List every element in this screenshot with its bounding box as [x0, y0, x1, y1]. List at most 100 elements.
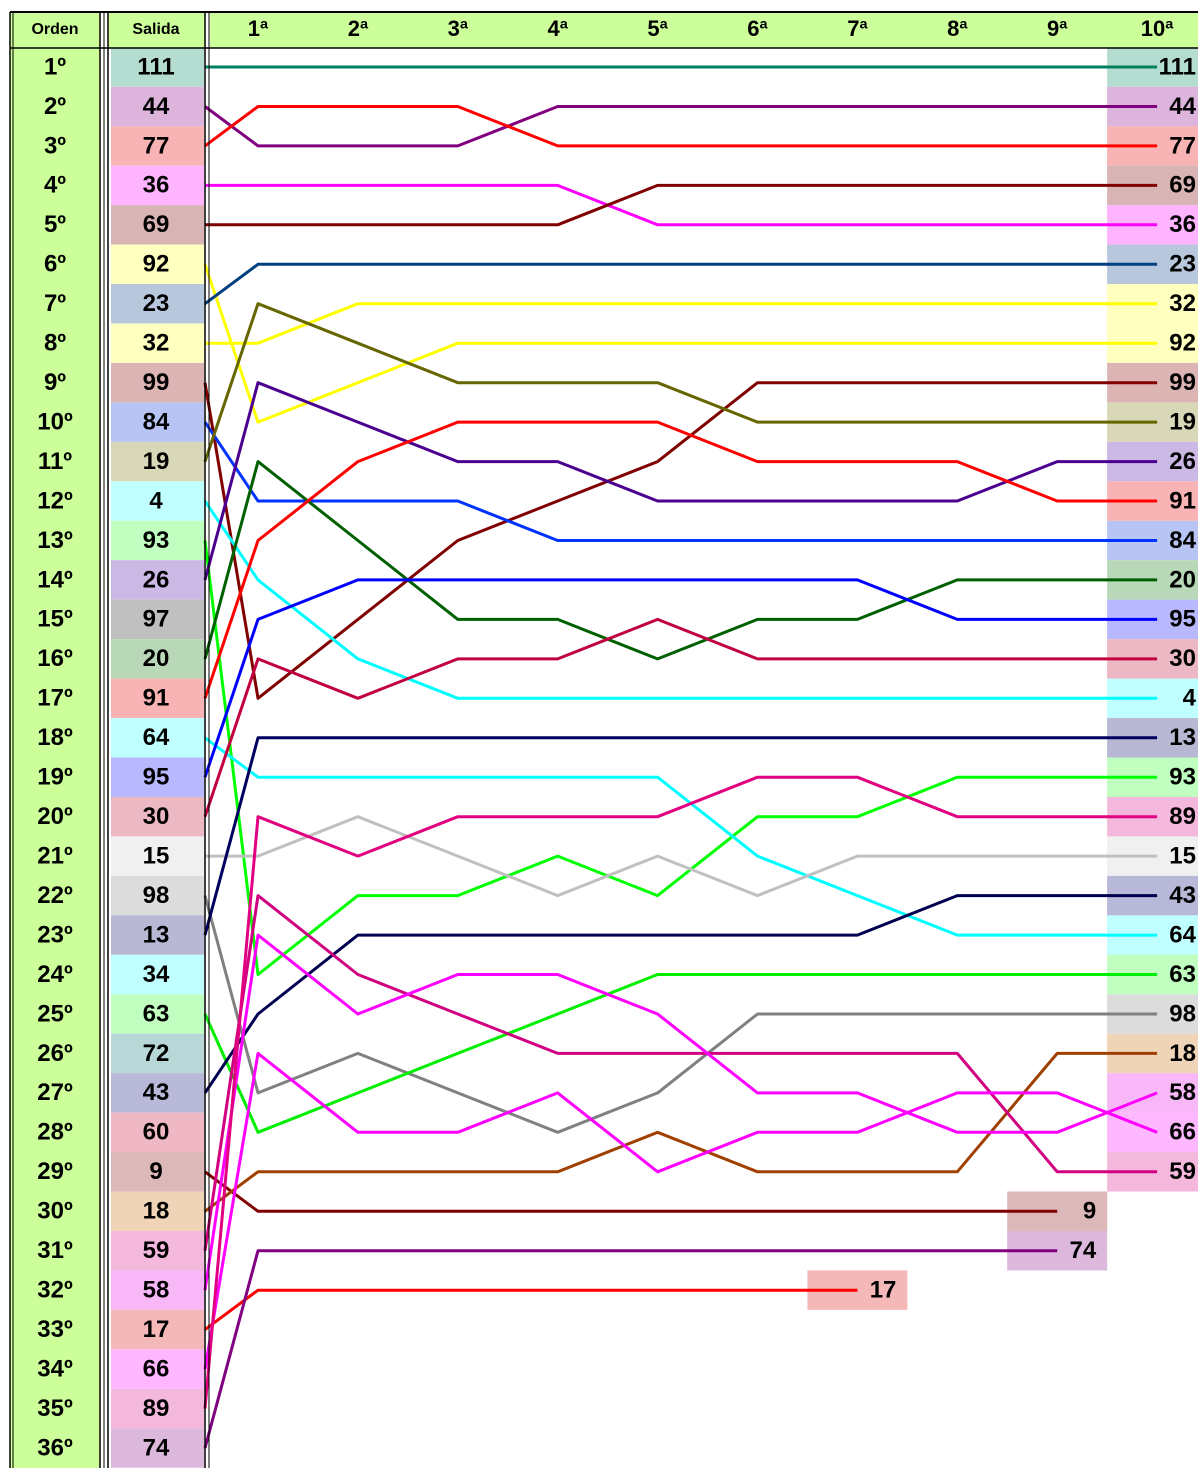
column-header: 9ª [1047, 16, 1068, 41]
rank-line [203, 895, 1158, 1134]
start-cell [111, 1270, 204, 1310]
rank-label: 14º [37, 566, 73, 593]
end-label: 13 [1169, 724, 1196, 751]
rank-label: 10º [37, 408, 73, 435]
column-header: 6ª [747, 16, 768, 41]
end-label: 74 [1069, 1237, 1096, 1264]
rank-label: 32º [37, 1277, 73, 1304]
end-label: 58 [1169, 1079, 1196, 1106]
rank-line [203, 775, 1158, 1409]
end-label: 32 [1169, 290, 1196, 317]
start-label: 43 [143, 1079, 170, 1106]
start-label: 97 [143, 606, 170, 633]
start-label: 4 [149, 487, 163, 514]
end-label: 89 [1169, 803, 1196, 830]
start-label: 17 [143, 1316, 170, 1343]
rank-line [203, 578, 1158, 778]
start-cell [111, 757, 204, 797]
start-label: 59 [143, 1237, 170, 1264]
rank-label: 29º [37, 1158, 73, 1185]
rank-label: 3º [44, 132, 66, 159]
rank-line [204, 1170, 1058, 1213]
column-header: 2ª [348, 16, 369, 41]
rank-line [203, 263, 1158, 424]
rank-line [203, 500, 1158, 700]
rank-line [205, 183, 1158, 227]
end-label: 9 [1083, 1198, 1096, 1225]
rank-line [203, 460, 1158, 661]
start-label: 34 [143, 961, 170, 988]
start-header-bg [108, 12, 205, 48]
column-header: 8ª [947, 16, 968, 41]
borders [9, 11, 1198, 1468]
start-cell [111, 1388, 204, 1429]
rank-label: 24º [37, 961, 73, 988]
start-cell [111, 639, 204, 679]
end-label: 91 [1169, 487, 1196, 514]
end-label: 92 [1169, 330, 1196, 357]
start-cell [111, 284, 204, 324]
end-label: 93 [1169, 764, 1196, 791]
start-label: 13 [143, 921, 170, 948]
start-cell [111, 718, 204, 758]
rank-label: 5º [44, 211, 66, 238]
start-label: 72 [143, 1040, 170, 1067]
rank-line [203, 381, 1158, 700]
rank-label: 15º [37, 606, 73, 633]
column-header: 1ª [248, 16, 269, 41]
rank-line [203, 1051, 1158, 1370]
rank-line [203, 1249, 1058, 1449]
start-cell [111, 836, 204, 876]
rank-line [203, 933, 1158, 1291]
round-header-bg [210, 12, 1198, 48]
start-label: 44 [143, 93, 170, 120]
rank-line [204, 105, 1158, 148]
rank-line [203, 421, 1158, 542]
end-label: 44 [1169, 93, 1196, 120]
rank-label: 26º [37, 1040, 73, 1067]
start-cell [111, 520, 204, 561]
rank-line [203, 617, 1158, 818]
start-label: 20 [143, 645, 170, 672]
start-label: 111 [137, 53, 174, 80]
rank-label: 7º [44, 290, 66, 317]
end-label: 19 [1169, 408, 1196, 435]
start-cell [111, 796, 204, 837]
start-label: 36 [143, 172, 170, 199]
end-label: 95 [1169, 606, 1196, 633]
end-label: 43 [1169, 882, 1196, 909]
end-label: 59 [1169, 1158, 1196, 1185]
start-label: 95 [143, 764, 170, 791]
rank-label: 20º [37, 803, 73, 830]
rank-label: 8º [44, 330, 66, 357]
column-header: 5ª [647, 16, 668, 41]
column-header: 7ª [847, 16, 868, 41]
end-label: 30 [1169, 645, 1196, 672]
rank-label: 22º [37, 882, 73, 909]
end-label: 77 [1169, 132, 1196, 159]
start-cell [111, 244, 204, 285]
column-header: 4ª [548, 16, 569, 41]
start-cell [111, 1428, 204, 1468]
start-label: 66 [143, 1355, 170, 1382]
rank-column [10, 12, 100, 1468]
start-label: 60 [143, 1119, 170, 1146]
rank-line [203, 381, 1158, 581]
start-label: 77 [143, 132, 170, 159]
rank-label: 9º [44, 369, 66, 396]
start-cell [111, 126, 204, 166]
end-label: 69 [1169, 172, 1196, 199]
start-label: 23 [143, 290, 170, 317]
end-label: 36 [1169, 211, 1196, 238]
rank-label: 18º [37, 724, 73, 751]
rank-label: 31º [37, 1237, 73, 1264]
start-label: 98 [143, 882, 170, 909]
rank-line [204, 262, 1158, 305]
end-label: 98 [1169, 1000, 1196, 1027]
start-label: 15 [143, 842, 170, 869]
rank-label: 17º [37, 685, 73, 712]
end-label: 18 [1169, 1040, 1196, 1067]
rank-label: 34º [37, 1355, 73, 1382]
rank-line [203, 894, 1158, 1094]
